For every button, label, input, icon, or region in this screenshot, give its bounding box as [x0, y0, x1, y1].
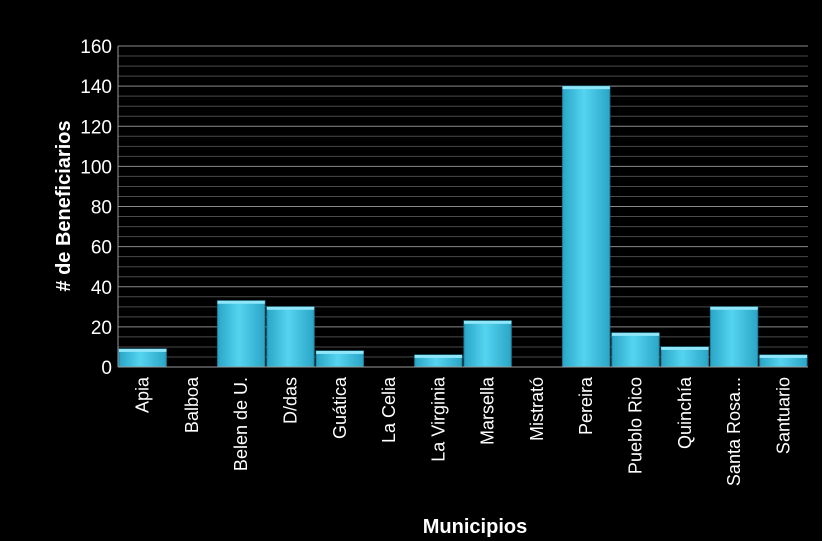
x-tick-label: Balboa [182, 376, 202, 433]
x-tick-label: Belen de U. [231, 377, 251, 471]
bar-top-highlight [414, 354, 463, 358]
y-tick-labels: 0 20 40 60 80 100 120 140 160 [80, 37, 112, 379]
bar-top-highlight [118, 348, 167, 352]
x-tick-label: D/das [281, 377, 301, 424]
x-tick-label: Santuario [773, 377, 793, 454]
bar [266, 306, 315, 368]
x-tick-labels: Apia Balboa Belen de U. D/das Guática La Celi… [133, 376, 794, 486]
bar-top-highlight [710, 306, 758, 310]
x-tick-label: Guática [330, 376, 350, 439]
bar [562, 85, 611, 368]
bars [118, 85, 808, 368]
bar-top-highlight [611, 332, 660, 336]
bar-top-highlight [661, 346, 709, 350]
y-tick-label: 60 [91, 238, 112, 259]
x-tick-label: La Virginia [428, 376, 448, 462]
bar [709, 306, 759, 368]
y-tick-label: 160 [80, 37, 112, 58]
bar-top-highlight [266, 306, 315, 310]
x-tick-label: Quinchía [675, 376, 695, 449]
axes [117, 46, 808, 368]
y-tick-label: 80 [91, 198, 112, 219]
bar-top-highlight [316, 350, 364, 354]
bar [611, 332, 660, 368]
y-axis-title: # de Beneficiarios [53, 120, 75, 291]
bar-top-highlight [463, 320, 512, 324]
x-tick-label: Santa Rosa... [724, 377, 744, 486]
bar-top-highlight [217, 300, 265, 304]
bar [463, 320, 512, 368]
x-tick-label: Marsella [478, 376, 498, 445]
x-tick-label: La Celia [379, 376, 399, 443]
bar [660, 346, 709, 368]
y-tick-label: 0 [101, 358, 112, 379]
y-tick-label: 120 [80, 117, 112, 138]
x-axis-title: Municipios [423, 516, 527, 538]
bar-top-highlight [759, 354, 808, 358]
y-tick-label: 100 [80, 157, 112, 178]
x-tick-label: Pueblo Rico [626, 377, 646, 474]
x-tick-label: Apia [133, 376, 153, 413]
x-tick-label: Pereira [576, 376, 596, 435]
y-tick-label: 140 [80, 77, 112, 98]
bar-top-highlight [562, 86, 610, 90]
bar [217, 300, 266, 368]
y-tick-label: 20 [91, 318, 112, 339]
y-tick-label: 40 [91, 278, 112, 299]
x-tick-label: Mistrató [527, 377, 547, 441]
